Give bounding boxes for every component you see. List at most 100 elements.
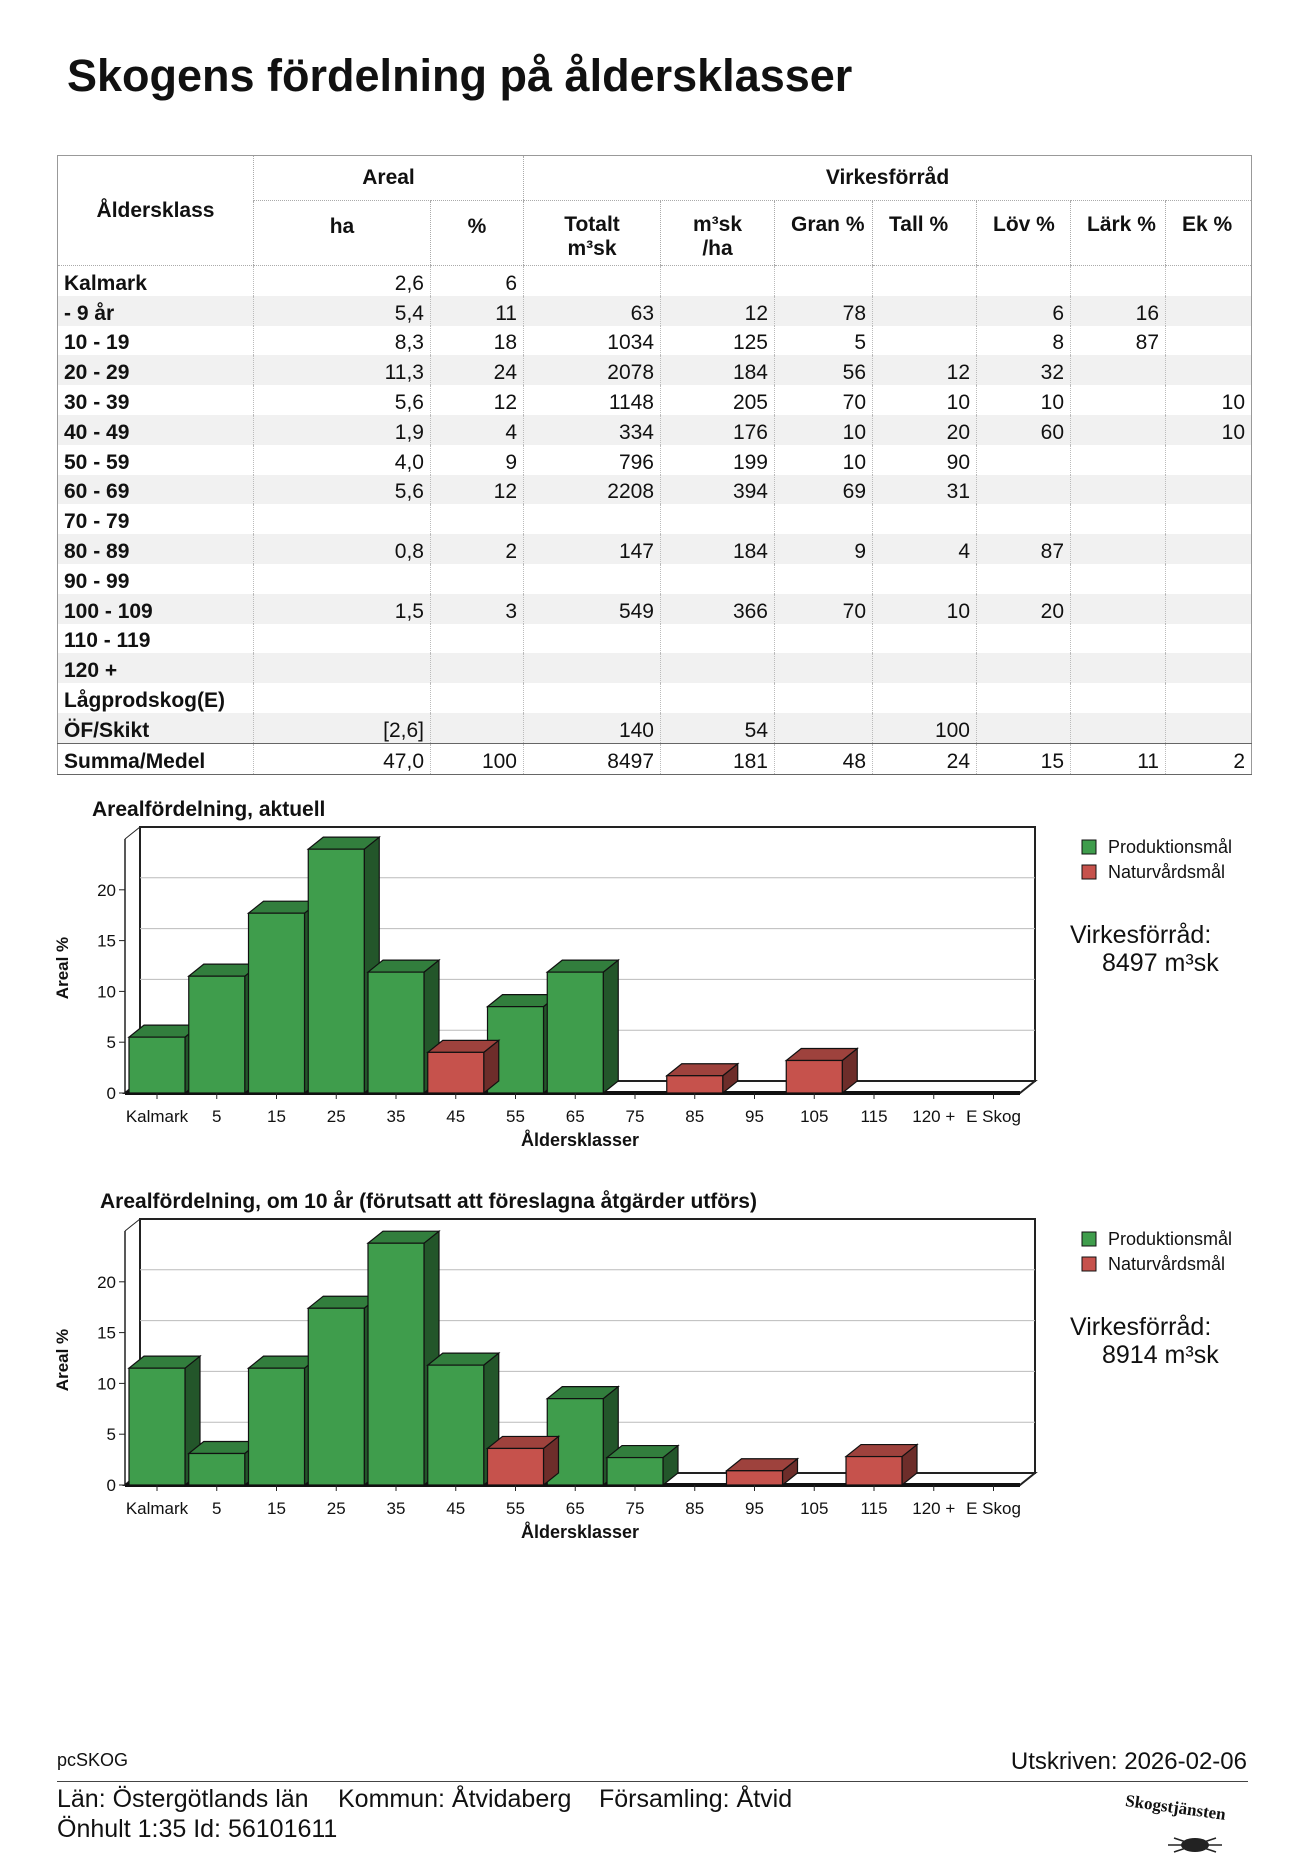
table-cell bbox=[523, 563, 661, 594]
table-cell: 4 bbox=[430, 414, 524, 445]
table-cell: 2 bbox=[430, 534, 524, 564]
table-cell: 2,6 bbox=[253, 265, 431, 296]
bar-front bbox=[307, 848, 365, 1094]
header-cell: Löv % bbox=[976, 200, 1071, 266]
table-cell: 20 - 29 bbox=[57, 355, 254, 386]
header-text: Gran % bbox=[791, 213, 865, 236]
table-cell bbox=[1070, 504, 1166, 535]
table-cell: 16 bbox=[1070, 295, 1166, 326]
header-text: ha bbox=[329, 215, 355, 238]
table-cell bbox=[774, 683, 873, 713]
bar bbox=[724, 1457, 800, 1487]
table-cell: 20 bbox=[976, 593, 1071, 624]
table-cell bbox=[1070, 623, 1166, 654]
table-cell: 11,3 bbox=[253, 355, 431, 386]
table-cell: 184 bbox=[660, 355, 775, 386]
table-cell bbox=[253, 683, 431, 713]
table-cell bbox=[872, 623, 977, 654]
table-cell bbox=[1165, 444, 1252, 475]
table-row: 90 - 99 bbox=[58, 563, 1252, 594]
x-tick-label: 65 bbox=[566, 1499, 585, 1518]
table-cell: 63 bbox=[523, 295, 661, 326]
table-row: ÖF/Skikt [2,6] 140 54 100 bbox=[57, 712, 1252, 744]
x-tick-label: 85 bbox=[685, 1107, 704, 1126]
table-cell: 5 bbox=[774, 325, 873, 356]
table-cell bbox=[774, 563, 873, 594]
footer-program: pcSKOG bbox=[57, 1750, 129, 1770]
table-row: Summa/Medel 47,0 100 8497 181 48 24 15 11 2 bbox=[57, 742, 1252, 775]
table-cell bbox=[523, 653, 661, 684]
x-axis-label: Åldersklasser bbox=[521, 1522, 639, 1542]
table-cell: 140 bbox=[523, 712, 661, 744]
page-title: Skogens fördelning på åldersklasser bbox=[67, 50, 853, 101]
table-cell bbox=[253, 563, 431, 594]
table-cell: 10 - 19 bbox=[64, 331, 130, 355]
table-cell: 796 bbox=[523, 444, 661, 475]
table-cell bbox=[430, 504, 524, 535]
table-cell: 1034 bbox=[523, 325, 661, 356]
bar-front bbox=[188, 1452, 246, 1486]
table-cell bbox=[1070, 385, 1166, 415]
table-cell bbox=[976, 623, 1071, 654]
x-tick-label: 65 bbox=[566, 1107, 585, 1126]
table-cell bbox=[1165, 623, 1252, 654]
x-tick-label: 35 bbox=[387, 1107, 406, 1126]
table-cell: 48 bbox=[774, 742, 873, 775]
x-tick-label: 75 bbox=[626, 1499, 645, 1518]
header-cell: ha bbox=[253, 200, 431, 266]
bar bbox=[426, 1039, 501, 1095]
legend-label: Produktionsmål bbox=[1108, 837, 1232, 857]
table-cell: 80 - 89 bbox=[57, 534, 254, 564]
table-cell bbox=[976, 563, 1071, 594]
table-cell bbox=[1070, 265, 1166, 296]
header-text: /ha bbox=[702, 237, 733, 260]
table-cell: 0,8 bbox=[253, 534, 431, 564]
x-tick-label: 115 bbox=[860, 1107, 887, 1126]
bar-front bbox=[367, 1242, 425, 1486]
x-tick-label: 55 bbox=[506, 1107, 525, 1126]
table-cell: 70 bbox=[774, 385, 873, 415]
footer-logo: Skogstjänsten bbox=[1124, 1791, 1227, 1824]
table-cell bbox=[430, 712, 524, 744]
logo-beetle bbox=[1168, 1837, 1222, 1853]
table-cell: [2,6] bbox=[253, 712, 431, 744]
table-cell: 184 bbox=[660, 534, 775, 564]
table-cell bbox=[660, 623, 775, 654]
table-cell: 47,0 bbox=[253, 742, 431, 775]
table-cell: Kalmark bbox=[64, 271, 147, 295]
y-tick-label: 20 bbox=[97, 1273, 116, 1292]
table-cell bbox=[1165, 534, 1252, 564]
table-cell: 2078 bbox=[523, 355, 661, 386]
bar bbox=[844, 1443, 919, 1487]
legend-swatch bbox=[1081, 839, 1097, 855]
bar-front bbox=[188, 975, 246, 1094]
header-text: Totalt bbox=[564, 213, 620, 236]
table-cell bbox=[1070, 563, 1166, 594]
table-cell: 1148 bbox=[523, 385, 661, 415]
chart-title: Arealfördelning, aktuell bbox=[92, 798, 325, 821]
table-cell: 24 bbox=[872, 742, 977, 775]
y-axis-label: Areal % bbox=[53, 937, 72, 999]
footer-parish: Församling: Åtvid bbox=[599, 1785, 793, 1813]
table-cell: 20 bbox=[872, 414, 977, 445]
legend-swatch bbox=[1081, 864, 1097, 880]
header-text: % bbox=[467, 215, 487, 238]
table-cell bbox=[1165, 295, 1252, 326]
header-cell: Ek % bbox=[1165, 200, 1252, 266]
bar bbox=[545, 958, 620, 1095]
bar bbox=[665, 1062, 740, 1095]
table-cell: 4,0 bbox=[253, 444, 431, 475]
x-tick-label: 5 bbox=[212, 1499, 221, 1518]
table-cell bbox=[430, 623, 524, 654]
table-cell bbox=[774, 265, 873, 296]
table-row: - 9 år 5,4 11 63 12 78 6 16 bbox=[57, 295, 1252, 326]
footer-rule bbox=[57, 1781, 1248, 1782]
table-cell: 15 bbox=[976, 742, 1071, 775]
table-cell bbox=[1165, 712, 1252, 744]
annotation-value: 8914 m³sk bbox=[1102, 1341, 1219, 1369]
table-cell: 4 bbox=[872, 534, 977, 564]
y-tick-label: 5 bbox=[107, 1425, 116, 1444]
table-cell: 12 bbox=[430, 474, 524, 505]
table-cell: 50 - 59 bbox=[64, 450, 130, 474]
table-cell bbox=[523, 683, 661, 713]
